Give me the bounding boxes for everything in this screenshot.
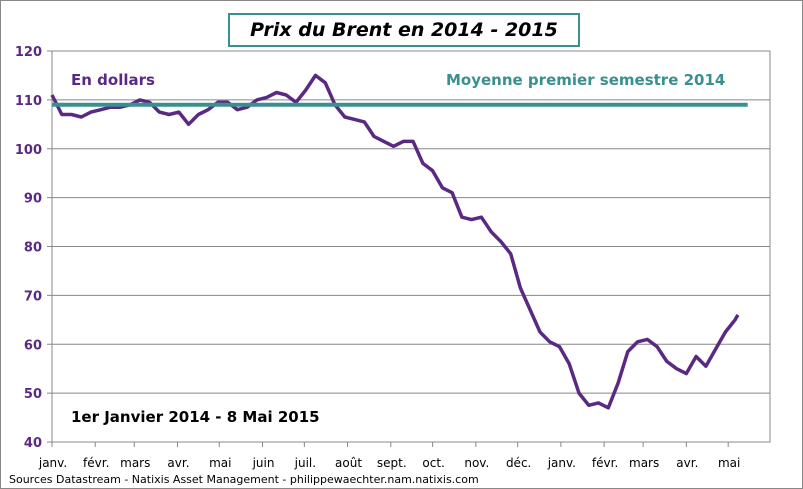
x-tick-label: févr. <box>83 456 109 470</box>
y-tick-label: 80 <box>24 241 42 256</box>
y-tick-label: 120 <box>15 45 42 60</box>
y-tick-label: 90 <box>24 192 42 207</box>
x-tick-label: janv. <box>547 456 576 470</box>
mean-series-label: Moyenne premier semestre 2014 <box>446 71 725 89</box>
x-tick-label: janv. <box>38 456 67 470</box>
y-tick-label: 60 <box>24 338 42 353</box>
y-tick-label: 50 <box>24 387 42 402</box>
x-tick-label: nov. <box>464 456 489 470</box>
x-tick-label: févr. <box>592 456 618 470</box>
x-tick-label: sept. <box>377 456 407 470</box>
period-label: 1er Janvier 2014 - 8 Mai 2015 <box>71 408 320 426</box>
sources-note: Sources Datastream - Natixis Asset Manag… <box>9 473 479 486</box>
x-tick-label: mars <box>629 456 659 470</box>
x-tick-label: mars <box>120 456 150 470</box>
x-tick-label: avr. <box>676 456 698 470</box>
x-tick-label: juil. <box>294 456 316 470</box>
brent-price-line <box>50 73 740 410</box>
x-tick-label: mai <box>209 456 231 470</box>
y-tick-label: 40 <box>24 436 42 451</box>
y-tick-label: 110 <box>15 94 42 109</box>
x-tick-label: août <box>335 456 362 470</box>
x-tick-label: déc. <box>506 456 531 470</box>
plot-area <box>51 50 771 443</box>
x-tick-label: mai <box>718 456 740 470</box>
unit-label: En dollars <box>71 71 155 89</box>
chart-title: Prix du Brent en 2014 - 2015 <box>228 13 580 47</box>
x-tick-label: oct. <box>422 456 444 470</box>
x-tick-label: juin <box>252 456 275 470</box>
x-tick-label: avr. <box>167 456 189 470</box>
y-tick-label: 100 <box>15 143 42 158</box>
y-tick-label: 70 <box>24 289 42 304</box>
